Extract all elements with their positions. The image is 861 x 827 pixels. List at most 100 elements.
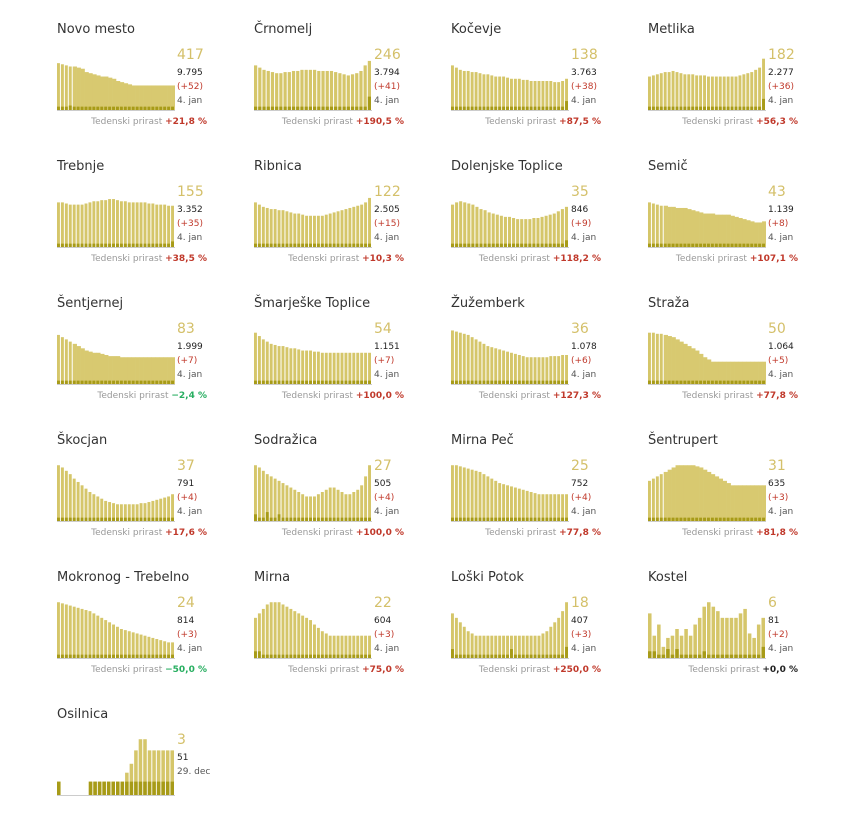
new-cases-bar	[356, 517, 360, 521]
new-cases-bar	[64, 380, 68, 384]
new-cases-bar	[151, 517, 155, 521]
daily-bar	[139, 202, 143, 247]
daily-bar	[675, 339, 680, 384]
new-cases-bar	[506, 517, 509, 521]
new-cases-bar	[324, 380, 328, 384]
daily-bar	[127, 357, 133, 384]
new-cases-bar	[697, 654, 702, 658]
new-cases-bar	[346, 106, 350, 110]
new-cases-bar	[659, 243, 663, 247]
new-cases-bar	[139, 106, 143, 110]
daily-bar	[670, 635, 675, 658]
new-cases-bar	[269, 243, 273, 247]
daily-bar	[340, 635, 344, 658]
daily-bar	[170, 750, 174, 795]
new-cases-bar	[304, 106, 308, 110]
active-cases-value: 27	[374, 458, 392, 474]
daily-bar	[277, 210, 281, 247]
new-cases-bar	[557, 517, 561, 521]
daily-bar	[265, 474, 269, 521]
municipality-card: Mirna Peč 25 752 (+4) 4. jan Tedenski prirast…	[451, 433, 621, 553]
new-cases-bar	[762, 243, 765, 247]
daily-bar	[651, 478, 655, 521]
daily-bar	[305, 350, 309, 384]
daily-bar	[151, 85, 156, 110]
daily-bar	[159, 357, 164, 384]
daily-bar	[703, 213, 708, 247]
daily-bar	[119, 357, 125, 384]
daily-bar	[516, 219, 520, 247]
new-cases-bar	[320, 380, 324, 384]
daily-bar	[356, 489, 360, 521]
daily-bar	[716, 611, 720, 658]
daily-bar	[261, 339, 265, 384]
daily-bar	[364, 476, 368, 521]
new-cases-bar	[100, 654, 104, 658]
daily-bar	[655, 333, 659, 384]
new-cases-bar	[281, 517, 285, 521]
weekly-growth: Tedenski prirast +190,5 %	[282, 117, 404, 127]
new-cases-bar	[285, 517, 289, 521]
total-cases-value: 2.505	[374, 205, 400, 215]
daily-bar	[316, 494, 320, 521]
new-cases-bar	[714, 380, 718, 384]
new-cases-bar	[718, 106, 722, 110]
daily-bar	[729, 617, 734, 658]
daily-bar	[699, 353, 704, 384]
new-cases-bar	[112, 654, 115, 658]
weekly-growth-value: +118,2 %	[552, 254, 601, 264]
municipality-name: Črnomelj	[254, 22, 313, 37]
daily-bar	[167, 357, 172, 384]
sparkline-chart	[254, 465, 372, 522]
new-cases-bar	[364, 654, 368, 658]
new-cases-bar	[171, 380, 174, 384]
daily-bar	[707, 471, 712, 521]
new-cases-bar	[279, 106, 283, 110]
new-cases-bar	[553, 380, 557, 384]
new-cases-bar	[68, 654, 72, 658]
daily-bar	[663, 334, 668, 384]
daily-bar	[675, 72, 679, 110]
municipality-name: Kočevje	[451, 22, 502, 37]
new-cases-bar	[364, 243, 368, 247]
weekly-growth: Tedenski prirast +100,0 %	[282, 528, 404, 538]
new-cases-bar	[490, 517, 494, 521]
new-cases-bar	[655, 106, 659, 110]
daily-bar	[297, 349, 301, 384]
weekly-growth-value: +127,3 %	[552, 391, 601, 401]
weekly-growth-label: Tedenski prirast	[682, 528, 757, 538]
daily-bar	[651, 203, 655, 247]
daily-bar	[92, 352, 97, 384]
daily-bar	[129, 763, 134, 795]
new-cases-bar	[462, 517, 466, 521]
daily-bar	[313, 215, 316, 247]
new-cases-bar	[309, 517, 312, 521]
new-cases-bar	[332, 380, 336, 384]
new-cases-bar	[659, 517, 663, 521]
daily-bar	[695, 75, 699, 110]
daily-bar	[510, 352, 513, 384]
new-cases-bar	[478, 380, 482, 384]
new-cases-bar	[510, 517, 513, 521]
daily-bar	[296, 70, 300, 110]
municipality-name: Metlika	[648, 22, 695, 37]
daily-bar	[714, 361, 720, 384]
weekly-growth: Tedenski prirast −50,0 %	[91, 665, 207, 675]
daily-bar	[324, 489, 328, 521]
total-cases-value: 1.078	[571, 342, 597, 352]
daily-bar	[332, 635, 336, 658]
daily-bar	[707, 359, 712, 384]
daily-bar	[96, 75, 101, 110]
daily-bar	[564, 206, 568, 247]
daily-bar	[116, 81, 121, 110]
daily-bar	[666, 637, 670, 658]
daily-bar	[147, 85, 152, 110]
new-cases-bar	[729, 654, 734, 658]
daily-bar	[138, 739, 143, 795]
daily-bar	[131, 632, 135, 658]
daily-bar	[364, 202, 368, 247]
weekly-growth-label: Tedenski prirast	[688, 665, 763, 675]
daily-bar	[289, 348, 293, 384]
new-cases-bar	[466, 106, 470, 110]
daily-bar	[502, 484, 506, 521]
